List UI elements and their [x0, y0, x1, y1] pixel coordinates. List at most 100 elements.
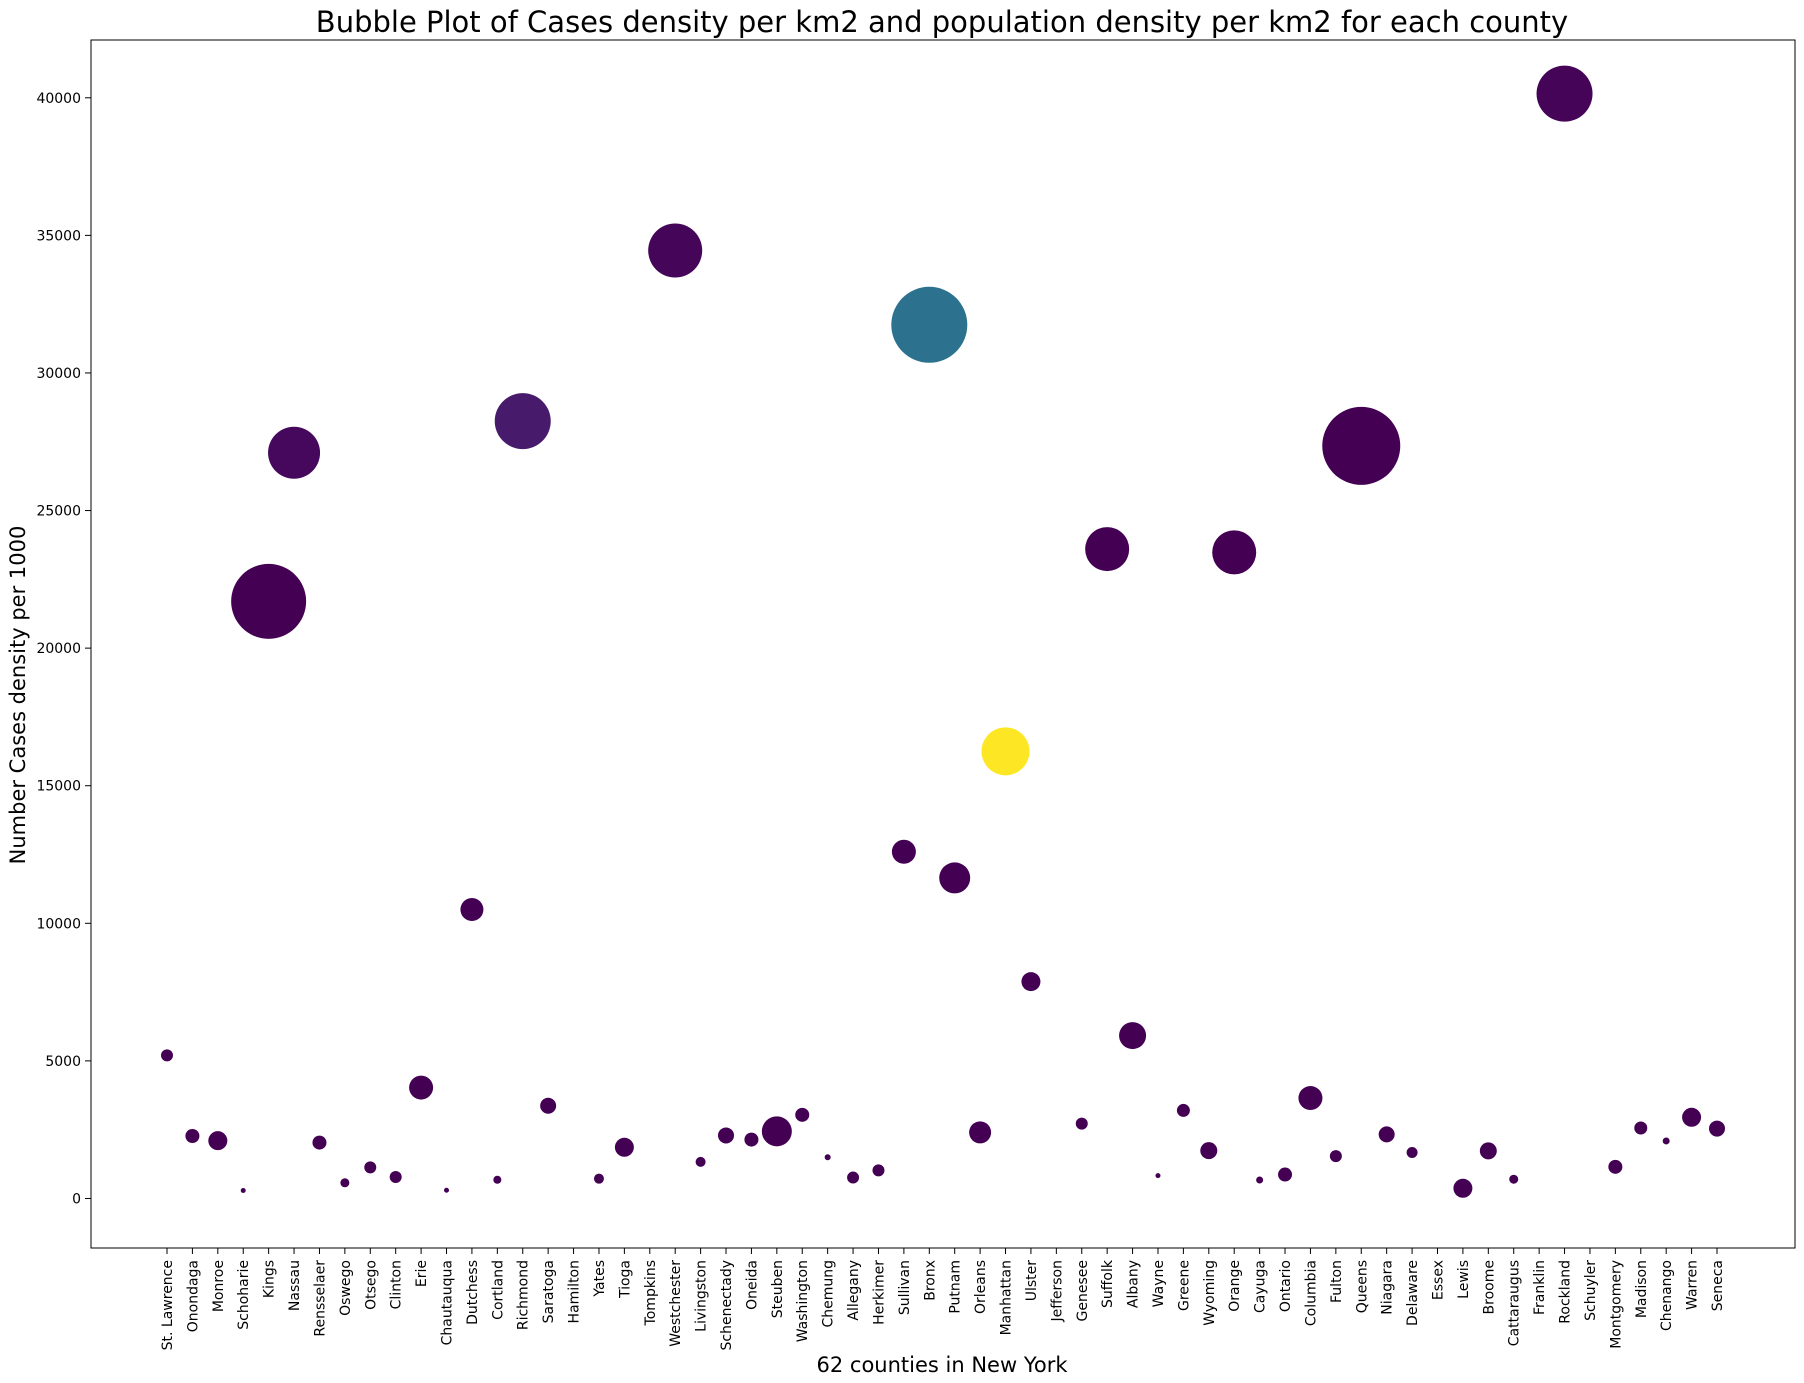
bubble-manhattan	[981, 727, 1030, 776]
bubble-delaware	[1406, 1147, 1418, 1159]
bubble-layer	[161, 65, 1725, 1198]
y-tick-label: 35000	[36, 228, 81, 244]
x-tick-label: Cattaraugus	[1507, 1260, 1523, 1346]
y-axis-ticks: 0 5000 10000 15000 20000 25000 30000 35000 40000	[36, 91, 91, 1207]
bubble-ontario	[1278, 1167, 1293, 1182]
x-tick-label: Genesee	[1075, 1260, 1091, 1321]
y-tick-label: 25000	[36, 504, 81, 520]
bubble-broome	[1479, 1142, 1497, 1160]
x-tick-label: Essex	[1430, 1260, 1446, 1300]
x-axis-label: 62 counties in New York	[817, 1353, 1069, 1377]
x-tick-label: Schoharie	[236, 1260, 252, 1330]
x-tick-label: Rockland	[1558, 1260, 1574, 1324]
x-tick-label: Ulster	[1024, 1260, 1040, 1302]
x-tick-label: Livingston	[694, 1260, 710, 1332]
x-tick-label: Chemung	[821, 1260, 837, 1328]
x-tick-label: Saratoga	[541, 1260, 557, 1323]
bubble-cayuga	[1256, 1176, 1264, 1184]
bubble-bronx	[891, 286, 968, 363]
bubble-sullivan	[891, 839, 916, 864]
x-tick-label: Queens	[1354, 1260, 1370, 1313]
bubble-warren	[1682, 1107, 1702, 1127]
bubble-chemung	[824, 1154, 831, 1161]
y-tick-label: 40000	[36, 91, 81, 107]
x-tick-label: Otsego	[363, 1260, 379, 1310]
bubble-monroe	[208, 1131, 228, 1151]
x-tick-label: Clinton	[389, 1260, 405, 1309]
x-tick-label: Westchester	[668, 1260, 684, 1347]
x-tick-label: Washington	[795, 1260, 811, 1342]
x-tick-label: St. Lawrence	[160, 1260, 176, 1350]
bubble-livingston	[695, 1156, 706, 1167]
x-tick-label: Tompkins	[643, 1260, 659, 1326]
y-axis-label: Number Cases density per 1000	[6, 526, 30, 865]
bubble-st-lawrence	[161, 1049, 173, 1062]
x-tick-label: Oneida	[744, 1260, 760, 1310]
bubble-erie	[409, 1075, 434, 1100]
x-tick-label: Chenango	[1659, 1260, 1675, 1331]
bubble-columbia	[1298, 1086, 1323, 1111]
x-tick-label: Erie	[414, 1260, 430, 1287]
x-tick-label: Schuyler	[1583, 1260, 1599, 1321]
x-tick-label: Lewis	[1456, 1260, 1472, 1299]
plot-area-frame	[90, 39, 1796, 1249]
bubble-oswego	[340, 1178, 350, 1188]
bubble-genesee	[1075, 1117, 1088, 1130]
x-tick-label: Greene	[1176, 1260, 1192, 1311]
bubble-onondaga	[185, 1129, 200, 1144]
bubble-albany	[1119, 1022, 1147, 1050]
bubble-suffolk	[1085, 527, 1130, 572]
bubble-allegany	[847, 1171, 860, 1184]
x-tick-label: Nassau	[287, 1260, 303, 1311]
y-tick-label: 30000	[36, 366, 81, 382]
x-tick-label: Richmond	[516, 1260, 532, 1330]
bubble-richmond	[494, 393, 551, 450]
x-tick-label: Kings	[262, 1260, 278, 1298]
bubble-queens	[1322, 406, 1401, 485]
bubble-chenango	[1662, 1137, 1670, 1145]
bubble-orleans	[969, 1121, 992, 1144]
bubble-washington	[795, 1107, 810, 1122]
x-tick-label: Allegany	[846, 1260, 862, 1321]
bubble-rensselaer	[312, 1135, 327, 1150]
bubble-clinton	[389, 1171, 402, 1184]
bubble-putnam	[939, 862, 971, 894]
x-tick-label: Columbia	[1303, 1260, 1319, 1326]
bubble-niagara	[1378, 1126, 1395, 1143]
bubble-kings	[231, 563, 307, 639]
x-tick-label: Tioga	[617, 1260, 633, 1299]
x-tick-label: Yates	[592, 1260, 608, 1298]
x-tick-label: Suffolk	[1100, 1259, 1116, 1308]
x-tick-label: Herkimer	[871, 1260, 887, 1325]
bubble-otsego	[364, 1161, 377, 1174]
x-tick-label: Delaware	[1405, 1260, 1421, 1326]
x-axis-ticks: St. Lawrence Onondaga Monroe Schoharie Kings…	[160, 1248, 1726, 1351]
bubble-tioga	[614, 1137, 634, 1157]
x-tick-label: Hamilton	[567, 1260, 583, 1323]
x-tick-label: Niagara	[1380, 1260, 1396, 1315]
y-tick-label: 5000	[45, 1054, 81, 1070]
x-tick-label: Manhattan	[999, 1260, 1015, 1335]
x-tick-label: Rensselaer	[312, 1260, 328, 1337]
y-tick-label: 15000	[36, 779, 81, 795]
x-tick-label: Seneca	[1710, 1260, 1726, 1311]
bubble-rockland	[1536, 65, 1593, 122]
x-tick-label: Albany	[1126, 1260, 1142, 1308]
bubble-nassau	[268, 426, 321, 479]
x-tick-label: Franklin	[1532, 1260, 1548, 1315]
bubble-saratoga	[540, 1097, 557, 1114]
bubble-madison	[1634, 1121, 1648, 1135]
bubble-montgomery	[1608, 1159, 1623, 1174]
x-tick-label: Onondaga	[185, 1260, 201, 1332]
x-tick-label: Jefferson	[1049, 1260, 1065, 1323]
bubble-herkimer	[872, 1164, 885, 1177]
x-tick-label: Schenectady	[719, 1260, 735, 1351]
x-tick-label: Monroe	[211, 1260, 227, 1312]
x-tick-label: Chautauqua	[440, 1260, 456, 1345]
bubble-westchester	[648, 223, 703, 278]
bubble-greene	[1176, 1103, 1190, 1117]
y-tick-label: 10000	[36, 916, 81, 932]
bubble-schenectady	[718, 1127, 735, 1144]
y-tick-label: 0	[72, 1191, 81, 1207]
